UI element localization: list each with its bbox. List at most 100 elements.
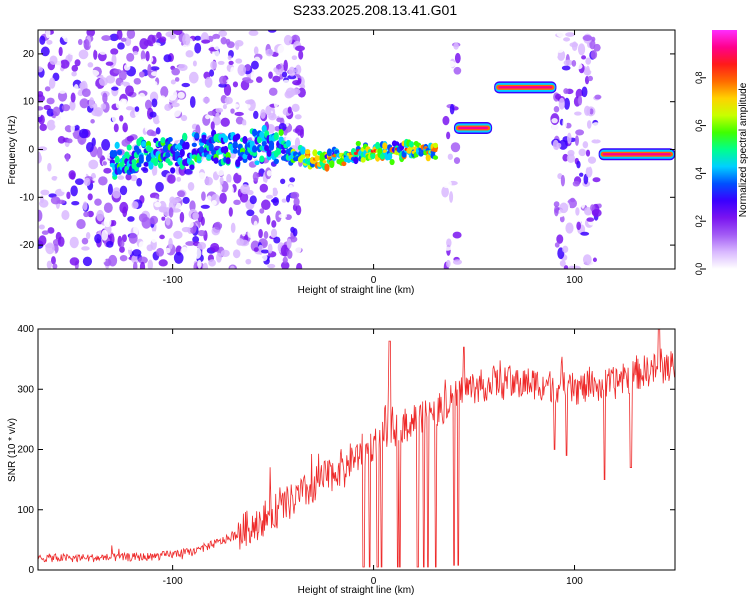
noise-blob xyxy=(197,229,206,237)
noise-blob xyxy=(103,216,112,228)
noise-blob xyxy=(136,177,143,187)
noise-blob xyxy=(119,254,128,262)
noise-blob xyxy=(592,122,600,128)
noise-blob xyxy=(574,135,579,146)
noise-blob xyxy=(235,124,245,130)
noise-blob xyxy=(145,50,150,62)
noise-blob xyxy=(121,138,131,147)
heatmap-cells xyxy=(38,30,675,269)
noise-blob xyxy=(69,236,79,249)
noise-blob xyxy=(78,49,89,60)
noise-blob xyxy=(159,234,165,240)
noise-blob xyxy=(187,182,195,191)
noise-blob xyxy=(165,217,171,226)
ridge-cell xyxy=(360,157,366,163)
noise-blob xyxy=(51,163,62,169)
noise-blob xyxy=(562,245,569,253)
noise-blob xyxy=(246,209,255,217)
ridge-cell xyxy=(259,131,265,139)
noise-blob xyxy=(267,263,276,269)
noise-blob xyxy=(262,75,268,88)
ridge-cell xyxy=(179,148,185,157)
noise-blob xyxy=(210,121,215,131)
noise-blob xyxy=(126,135,135,142)
noise-blob xyxy=(54,119,64,128)
noise-blob xyxy=(213,183,223,193)
ridge-cell xyxy=(165,152,171,158)
noise-blob xyxy=(212,116,221,126)
colorbar: 0.0 0.2 0.4 0.6 0.8 Normalized spectral ampl… xyxy=(694,30,749,275)
ridge-cell xyxy=(182,132,188,142)
noise-blob xyxy=(220,249,230,258)
noise-blob xyxy=(579,172,584,177)
noise-blob xyxy=(83,177,91,187)
noise-blob xyxy=(267,30,277,33)
noise-blob xyxy=(79,98,89,109)
noise-blob xyxy=(260,249,270,254)
noise-blob xyxy=(202,97,211,104)
noise-blob xyxy=(193,247,202,259)
noise-blob xyxy=(161,188,168,201)
band-core xyxy=(602,153,671,156)
noise-blob xyxy=(581,55,587,60)
colorbar-tick-label: 0.8 xyxy=(694,72,704,85)
noise-blob xyxy=(258,228,263,239)
noise-blob xyxy=(155,181,164,193)
noise-blob xyxy=(551,118,558,124)
ridge-cell xyxy=(184,141,190,150)
noise-blob xyxy=(591,208,602,217)
noise-blob xyxy=(290,191,300,199)
noise-blob xyxy=(70,111,78,121)
noise-blob xyxy=(96,253,101,265)
ridge-cell xyxy=(235,133,241,140)
noise-blob xyxy=(55,114,63,122)
noise-blob xyxy=(208,259,216,267)
noise-blob xyxy=(559,260,566,267)
noise-blob xyxy=(54,208,60,216)
colorbar-tick-label: 0.0 xyxy=(694,263,704,276)
snr-y-ticks: 0 100 200 300 400 xyxy=(17,324,675,576)
ridge-cell xyxy=(259,155,265,163)
ridge-cell xyxy=(382,142,388,150)
noise-blob xyxy=(94,233,102,244)
noise-blob xyxy=(177,64,188,72)
noise-blob xyxy=(585,149,591,157)
noise-blob xyxy=(590,204,595,212)
noise-blob xyxy=(38,110,42,118)
noise-blob xyxy=(161,216,166,221)
noise-blob xyxy=(445,95,451,107)
noise-blob xyxy=(288,184,294,194)
noise-blob xyxy=(247,229,254,238)
noise-blob xyxy=(555,165,563,172)
noise-blob xyxy=(249,195,257,205)
noise-blob xyxy=(453,186,461,197)
spectrogram-y-label: Frequency (Hz) xyxy=(7,116,18,185)
ridge-cell xyxy=(235,159,241,168)
noise-blob xyxy=(171,105,182,118)
noise-blob xyxy=(152,42,161,47)
noise-blob xyxy=(232,249,241,259)
noise-blob xyxy=(189,200,196,212)
noise-blob xyxy=(172,30,183,36)
noise-blob xyxy=(103,167,112,174)
noise-blob xyxy=(119,185,128,196)
noise-blob xyxy=(61,210,70,221)
chart-title: S233.2025.208.13.41.G01 xyxy=(292,2,458,18)
noise-blob xyxy=(171,102,180,108)
noise-blob xyxy=(66,138,73,144)
noise-blob xyxy=(452,259,463,265)
noise-blob xyxy=(165,247,171,254)
ridge-cell xyxy=(370,153,376,160)
noise-blob xyxy=(41,230,49,235)
noise-blob xyxy=(116,221,124,228)
noise-blob xyxy=(45,30,51,39)
noise-blob xyxy=(86,142,94,153)
noise-blob xyxy=(271,220,277,228)
noise-blob xyxy=(245,258,252,265)
noise-blob xyxy=(38,235,47,246)
noise-blob xyxy=(149,111,157,118)
noise-blob xyxy=(266,170,272,177)
ridge-cell xyxy=(208,143,214,152)
